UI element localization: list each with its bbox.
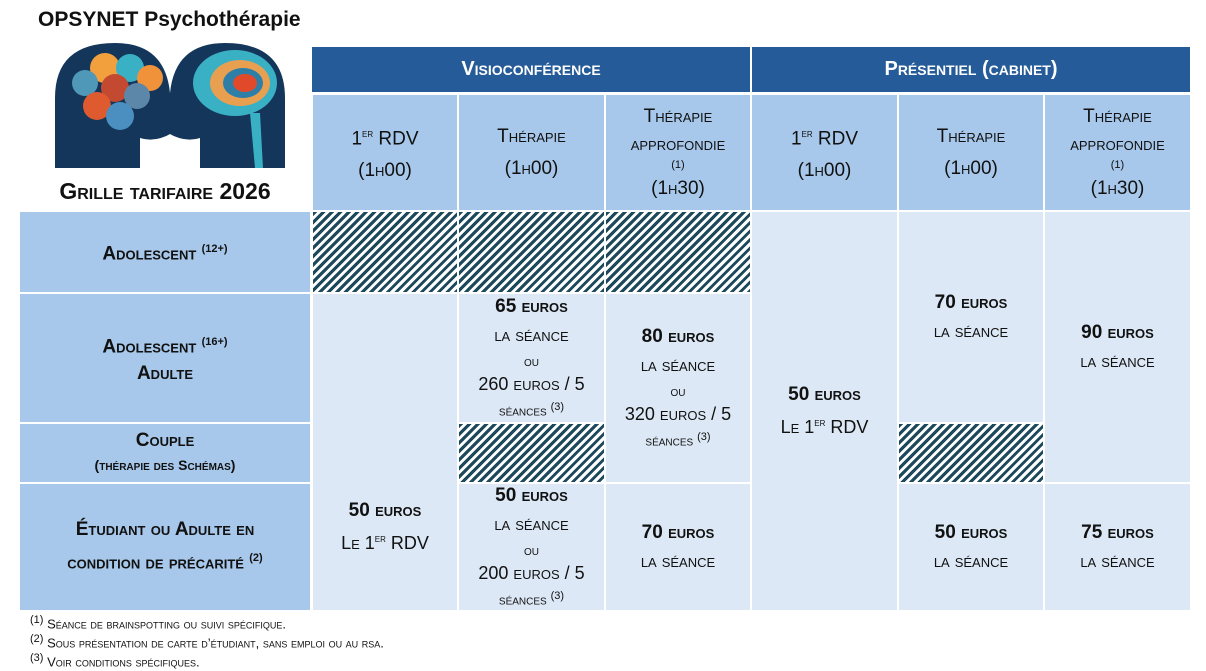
column-header: 1er RDV (1h00) bbox=[752, 95, 897, 210]
unavailable-cell bbox=[899, 424, 1043, 482]
row-label-adolescent-12: Adolescent (12+) bbox=[20, 212, 310, 292]
row-label-etudiant: Étudiant ou Adulte en condition de précar… bbox=[20, 484, 310, 610]
unavailable-cell bbox=[459, 212, 604, 292]
column-header: Thérapie (1h00) bbox=[899, 95, 1043, 210]
footnote: (1) Séance de brainspotting ou suivi spé… bbox=[30, 614, 286, 632]
logo-heads bbox=[45, 38, 295, 173]
column-header: Thérapie approfondie (1) (1h30) bbox=[606, 95, 750, 210]
price-presentiel-approfondie-etudiant: 75 euros la séance bbox=[1045, 484, 1190, 610]
footnote: (2) Sous présentation de carte d’étudian… bbox=[30, 633, 384, 651]
price-presentiel-first: 50 euros Le 1er RDV bbox=[752, 212, 897, 610]
group-presentiel: Présentiel (cabinet) bbox=[752, 47, 1190, 92]
row-label-adolescent-16-adulte: Adolescent (16+) Adulte bbox=[20, 294, 310, 422]
unavailable-cell bbox=[606, 212, 750, 292]
unavailable-cell bbox=[313, 212, 457, 292]
footnote: (3) Voir conditions spécifiques. bbox=[30, 652, 200, 670]
price-visio-therapie-etudiant: 50 euros la séance ou 200 euros / 5 séances … bbox=[459, 484, 604, 610]
column-header: 1er RDV (1h00) bbox=[313, 95, 457, 210]
column-header: Thérapie (1h00) bbox=[459, 95, 604, 210]
price-visio-first: 50 euros Le 1er RDV bbox=[313, 294, 457, 610]
column-header: Thérapie approfondie (1) (1h30) bbox=[1045, 95, 1190, 210]
price-presentiel-therapie-adulte: 70 euros la séance bbox=[899, 212, 1043, 422]
price-visio-approfondie-adulte: 80 euros la séance ou 320 euros / 5 séances … bbox=[606, 294, 750, 482]
price-presentiel-therapie-etudiant: 50 euros la séance bbox=[899, 484, 1043, 610]
subtitle: Grille tarifaire 2026 bbox=[59, 178, 271, 204]
row-label-couple: Couple (thérapie des Schémas) bbox=[20, 424, 310, 482]
price-visio-therapie-adulte: 65 euros la séance ou 260 euros / 5 séances … bbox=[459, 294, 604, 422]
unavailable-cell bbox=[459, 424, 604, 482]
price-visio-approfondie-etudiant: 70 euros la séance bbox=[606, 484, 750, 610]
brand-title: OPSYNET Psychothérapie bbox=[38, 8, 301, 31]
price-presentiel-approfondie-adulte: 90 euros la séance bbox=[1045, 212, 1190, 482]
group-visio: Visioconférence bbox=[312, 47, 750, 92]
